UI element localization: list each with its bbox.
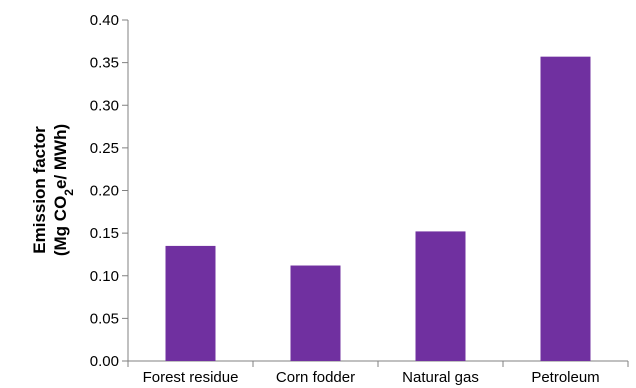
y-axis-title-line2-prefix: (Mg CO: [51, 196, 70, 256]
plot-area: 0.00 0.05 0.10 0.15 0.20 0.25 0.30 0.35 0.40 Fore…: [90, 12, 629, 386]
y-tick-label-3: 0.15: [90, 225, 119, 242]
y-axis-title-subscript: 2: [62, 189, 76, 196]
y-axis-title-line1: Emission factor: [30, 126, 49, 254]
bar-2: [415, 231, 466, 361]
x-category-label-1: Corn fodder: [276, 369, 355, 386]
y-axis-title-line2-suffix: e/ MWh): [51, 124, 70, 189]
y-tick-label-1: 0.05: [90, 310, 119, 327]
y-tick-label-2: 0.10: [90, 268, 119, 285]
y-tick-label-7: 0.35: [90, 55, 119, 72]
y-tick-label-6: 0.30: [90, 97, 119, 114]
svg-text:Emission factor: Emission factor: [30, 126, 49, 254]
y-tick-label-5: 0.25: [90, 140, 119, 157]
y-tick-label-4: 0.20: [90, 183, 119, 200]
x-category-label-2: Natural gas: [402, 369, 479, 386]
y-tick-label-0: 0.00: [90, 353, 119, 370]
bar-3: [540, 56, 591, 361]
x-category-label-3: Petroleum: [531, 369, 599, 386]
x-category-label-0: Forest residue: [143, 369, 239, 386]
y-axis-title: Emission factor (Mg CO2e/ MWh): [30, 124, 76, 256]
bar-0: [165, 245, 216, 361]
y-tick-label-8: 0.40: [90, 12, 119, 29]
bar-1: [290, 265, 341, 361]
svg-text:(Mg CO2e/ MWh): (Mg CO2e/ MWh): [51, 124, 76, 256]
